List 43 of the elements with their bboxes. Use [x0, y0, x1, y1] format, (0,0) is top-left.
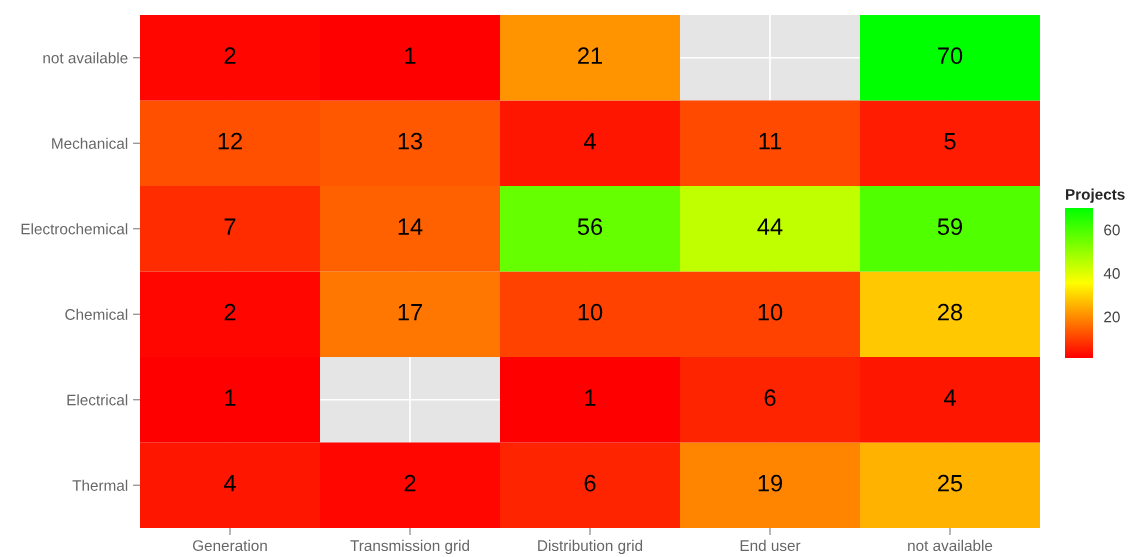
x-tick-label: not available [908, 539, 993, 552]
data-label: 4 [223, 475, 236, 492]
x-tick-label: Distribution grid [538, 539, 643, 555]
color-bar-title: Projects [1066, 188, 1125, 203]
data-label: 1 [585, 389, 596, 406]
y-tick-label: Electrochemical [21, 223, 128, 235]
data-label: 28 [938, 303, 963, 321]
y-tick-label: Chemical [65, 308, 128, 320]
x-tick-label: Transmission grid [350, 539, 470, 555]
data-label: 4 [583, 133, 596, 150]
data-label: 56 [577, 218, 603, 236]
data-label: 6 [584, 474, 596, 492]
data-label: 13 [398, 132, 423, 150]
color-bar-label: 40 [1103, 268, 1120, 279]
data-label: 4 [943, 389, 956, 406]
data-label: 10 [578, 303, 603, 321]
data-label: 2 [224, 47, 236, 64]
data-label: 1 [405, 47, 416, 64]
data-label: 70 [938, 47, 963, 65]
data-label: 1 [225, 389, 236, 406]
color-bar-label: 60 [1104, 224, 1120, 236]
data-label: 19 [758, 474, 783, 492]
y-tick-label: Thermal [72, 479, 128, 491]
data-label: 25 [938, 474, 963, 492]
data-label: 7 [224, 218, 236, 235]
data-label: 2 [224, 303, 236, 321]
y-tick-label: not available [43, 52, 128, 64]
data-label: 21 [578, 47, 602, 64]
data-label: 10 [758, 303, 783, 321]
data-label: 5 [944, 133, 956, 150]
y-tick-label: Mechanical [52, 137, 128, 149]
data-label: 44 [757, 218, 783, 235]
data-label: 59 [937, 218, 963, 236]
color-bar-label: 20 [1104, 311, 1120, 323]
y-tick-label: Electrical [67, 394, 128, 406]
x-tick-label: End user [740, 539, 801, 552]
data-label: 17 [398, 304, 422, 321]
data-label: 6 [764, 389, 776, 407]
data-label: 2 [404, 474, 416, 492]
x-tick-label: Generation [192, 539, 267, 552]
data-label: 14 [398, 218, 423, 235]
data-label: 12 [218, 132, 242, 150]
data-label: 11 [759, 133, 782, 150]
